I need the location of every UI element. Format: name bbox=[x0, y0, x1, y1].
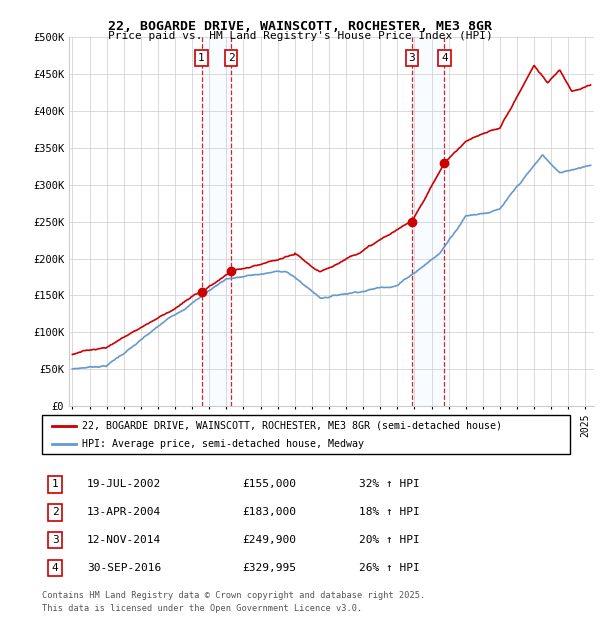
Text: 1: 1 bbox=[198, 53, 205, 63]
Text: 32% ↑ HPI: 32% ↑ HPI bbox=[359, 479, 419, 489]
Text: 3: 3 bbox=[409, 53, 415, 63]
Text: £183,000: £183,000 bbox=[242, 507, 296, 517]
FancyBboxPatch shape bbox=[42, 415, 570, 454]
Text: 4: 4 bbox=[52, 563, 59, 573]
Text: 26% ↑ HPI: 26% ↑ HPI bbox=[359, 563, 419, 573]
Text: 30-SEP-2016: 30-SEP-2016 bbox=[87, 563, 161, 573]
Text: Contains HM Land Registry data © Crown copyright and database right 2025.: Contains HM Land Registry data © Crown c… bbox=[42, 590, 425, 600]
Text: 22, BOGARDE DRIVE, WAINSCOTT, ROCHESTER, ME3 8GR (semi-detached house): 22, BOGARDE DRIVE, WAINSCOTT, ROCHESTER,… bbox=[82, 421, 502, 431]
Text: £249,900: £249,900 bbox=[242, 535, 296, 545]
Text: 12-NOV-2014: 12-NOV-2014 bbox=[87, 535, 161, 545]
Text: 18% ↑ HPI: 18% ↑ HPI bbox=[359, 507, 419, 517]
Text: £329,995: £329,995 bbox=[242, 563, 296, 573]
Text: 2: 2 bbox=[52, 507, 59, 517]
Text: £155,000: £155,000 bbox=[242, 479, 296, 489]
Text: 1: 1 bbox=[52, 479, 59, 489]
Text: HPI: Average price, semi-detached house, Medway: HPI: Average price, semi-detached house,… bbox=[82, 439, 364, 450]
Text: 19-JUL-2002: 19-JUL-2002 bbox=[87, 479, 161, 489]
Text: 4: 4 bbox=[441, 53, 448, 63]
Text: This data is licensed under the Open Government Licence v3.0.: This data is licensed under the Open Gov… bbox=[42, 603, 362, 613]
Text: 3: 3 bbox=[52, 535, 59, 545]
Bar bbox=[202, 37, 231, 406]
Text: 13-APR-2004: 13-APR-2004 bbox=[87, 507, 161, 517]
Text: Price paid vs. HM Land Registry's House Price Index (HPI): Price paid vs. HM Land Registry's House … bbox=[107, 31, 493, 41]
Text: 20% ↑ HPI: 20% ↑ HPI bbox=[359, 535, 419, 545]
Text: 22, BOGARDE DRIVE, WAINSCOTT, ROCHESTER, ME3 8GR: 22, BOGARDE DRIVE, WAINSCOTT, ROCHESTER,… bbox=[108, 20, 492, 33]
Bar bbox=[412, 37, 445, 406]
Text: 2: 2 bbox=[228, 53, 235, 63]
